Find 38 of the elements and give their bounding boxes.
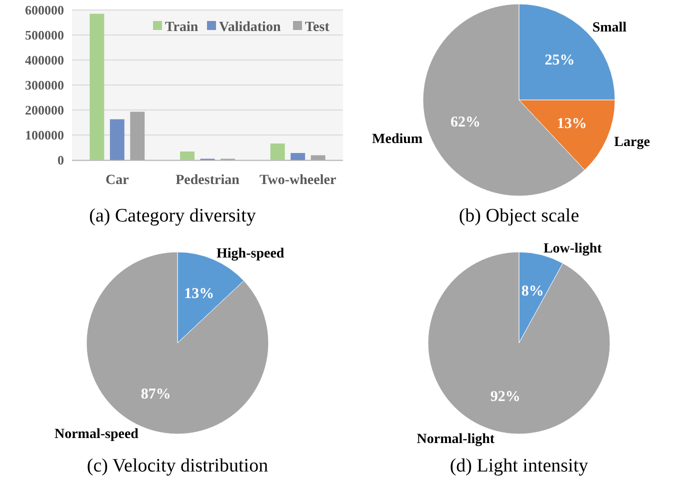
x-tick-label: Pedestrian — [176, 173, 240, 188]
bar — [270, 144, 285, 160]
legend-label: Test — [305, 20, 330, 35]
legend-label: Train — [165, 20, 198, 35]
text: (d) Light intensity — [450, 456, 589, 477]
slice-label: High-speed — [216, 246, 284, 262]
slice-label: Normal-speed — [54, 427, 139, 442]
slice-label: Large — [614, 135, 650, 150]
bar — [310, 155, 326, 160]
slice-label: Small — [592, 20, 627, 36]
y-tick-label: 200000 — [25, 102, 64, 118]
y-tick-label: 400000 — [25, 52, 64, 68]
bar — [90, 14, 104, 160]
x-tick-label: Two-wheeler — [259, 173, 336, 188]
slice-label: Low-light — [543, 242, 602, 257]
data-label: 8% — [521, 283, 544, 300]
slice-label: Medium — [372, 132, 423, 148]
text: (b) Object scale — [458, 206, 580, 227]
legend-label: Validation — [219, 20, 281, 35]
data-label: 92% — [490, 389, 520, 406]
data-label: 62% — [450, 114, 480, 130]
bar — [130, 112, 145, 160]
y-tick-label: 0 — [58, 152, 64, 168]
x-tick-label: Car — [106, 173, 129, 188]
text: (c) Velocity distribution — [86, 456, 269, 477]
y-tick-label: 600000 — [25, 2, 64, 18]
text: (a) Category diversity — [89, 206, 256, 227]
data-label: 25% — [544, 52, 575, 69]
y-tick-label: 300000 — [25, 78, 64, 93]
y-tick-label: 500000 — [25, 28, 64, 43]
slice-label: Normal-light — [416, 432, 495, 448]
bar — [290, 153, 306, 160]
data-label: 13% — [556, 116, 587, 132]
data-label: 13% — [184, 286, 214, 302]
y-tick-label: 100000 — [25, 128, 64, 143]
bar — [180, 152, 194, 160]
data-label: 87% — [140, 386, 171, 402]
bar — [110, 119, 124, 160]
